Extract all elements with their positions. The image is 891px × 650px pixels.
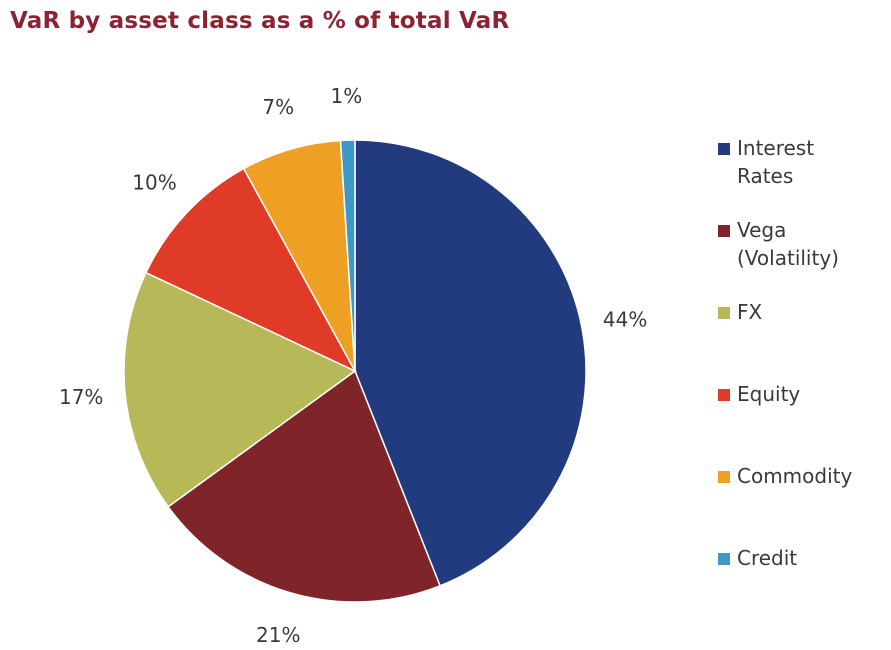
slice-value-label: 17% bbox=[59, 385, 103, 409]
legend-label: Equity bbox=[737, 382, 801, 406]
legend-swatch bbox=[718, 143, 730, 155]
legend-label: Vega (Volatility) bbox=[737, 218, 839, 270]
legend-swatch bbox=[718, 471, 730, 483]
legend-label: Interest Rates bbox=[737, 136, 815, 188]
slice-value-label: 44% bbox=[603, 307, 647, 331]
pie-slice-equity bbox=[144, 167, 357, 373]
slice-value-label: 21% bbox=[256, 623, 300, 647]
legend-item: Commodity bbox=[718, 462, 852, 490]
chart-title: VaR by asset class as a % of total VaR bbox=[10, 8, 510, 34]
pie-slice-labels: 44% 21% 17% 10% 7% 1% bbox=[59, 84, 647, 647]
pie-slice-commodity bbox=[242, 139, 356, 372]
legend-label: Commodity bbox=[737, 464, 853, 488]
legend-swatch bbox=[718, 553, 730, 565]
legend-label: FX bbox=[737, 300, 763, 324]
legend-swatch bbox=[718, 225, 730, 237]
legend-label: Credit bbox=[737, 546, 798, 570]
pie-slice-vega-volatility bbox=[167, 369, 442, 603]
pie-slices bbox=[123, 139, 587, 603]
pie-slice-fx bbox=[123, 271, 357, 508]
legend-swatch bbox=[718, 389, 730, 401]
legend-item: Vega (Volatility) bbox=[718, 216, 839, 272]
legend-item: Credit bbox=[718, 544, 797, 572]
slice-value-label: 10% bbox=[132, 171, 176, 195]
pie-slice-interest-rates bbox=[354, 139, 587, 587]
legend-item: Equity bbox=[718, 380, 800, 408]
slice-value-label: 1% bbox=[330, 84, 362, 108]
pie-slice-credit bbox=[339, 139, 356, 372]
slice-value-label: 7% bbox=[262, 95, 294, 119]
legend-item: FX bbox=[718, 298, 762, 326]
legend-item: Interest Rates bbox=[718, 134, 814, 190]
legend-swatch bbox=[718, 307, 730, 319]
